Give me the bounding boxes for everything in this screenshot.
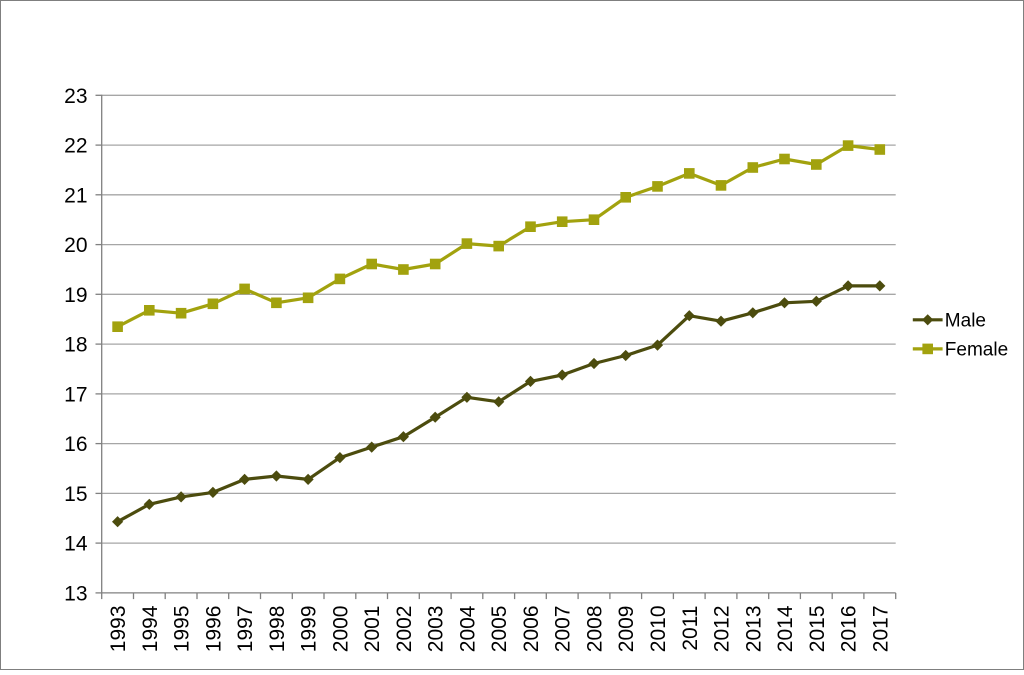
svg-text:1994: 1994 [139, 605, 162, 652]
svg-text:2003: 2003 [425, 606, 448, 653]
svg-text:2002: 2002 [393, 606, 416, 653]
svg-text:2011: 2011 [679, 606, 702, 651]
svg-text:2004: 2004 [456, 605, 479, 652]
svg-text:21: 21 [64, 184, 87, 207]
svg-text:2001: 2001 [361, 606, 384, 653]
svg-text:2017: 2017 [869, 606, 892, 653]
svg-text:2007: 2007 [552, 606, 575, 653]
svg-text:Male: Male [945, 311, 986, 332]
svg-text:2015: 2015 [806, 606, 829, 653]
svg-text:2013: 2013 [742, 606, 765, 653]
svg-text:15: 15 [64, 483, 87, 506]
svg-text:1996: 1996 [202, 606, 225, 653]
svg-text:2006: 2006 [520, 606, 543, 653]
svg-text:16: 16 [64, 433, 87, 456]
svg-text:1997: 1997 [234, 606, 257, 653]
svg-text:19: 19 [64, 284, 87, 307]
svg-text:1995: 1995 [171, 606, 194, 653]
svg-text:13: 13 [64, 582, 87, 605]
svg-text:14: 14 [64, 533, 88, 556]
svg-text:1998: 1998 [266, 606, 289, 653]
svg-text:22: 22 [64, 135, 87, 158]
svg-text:2009: 2009 [615, 606, 638, 653]
svg-text:2005: 2005 [488, 606, 511, 653]
svg-text:18: 18 [64, 334, 87, 357]
svg-text:2008: 2008 [584, 606, 607, 653]
svg-text:2014: 2014 [774, 605, 797, 652]
svg-text:1999: 1999 [298, 606, 321, 653]
svg-text:17: 17 [64, 383, 87, 406]
svg-text:1993: 1993 [107, 606, 130, 653]
svg-text:2000: 2000 [329, 606, 352, 653]
svg-text:2016: 2016 [838, 606, 861, 653]
svg-text:20: 20 [64, 234, 87, 257]
svg-text:23: 23 [64, 85, 87, 108]
svg-text:2010: 2010 [647, 606, 670, 653]
svg-text:2012: 2012 [711, 606, 734, 653]
svg-text:Female: Female [945, 340, 1008, 361]
